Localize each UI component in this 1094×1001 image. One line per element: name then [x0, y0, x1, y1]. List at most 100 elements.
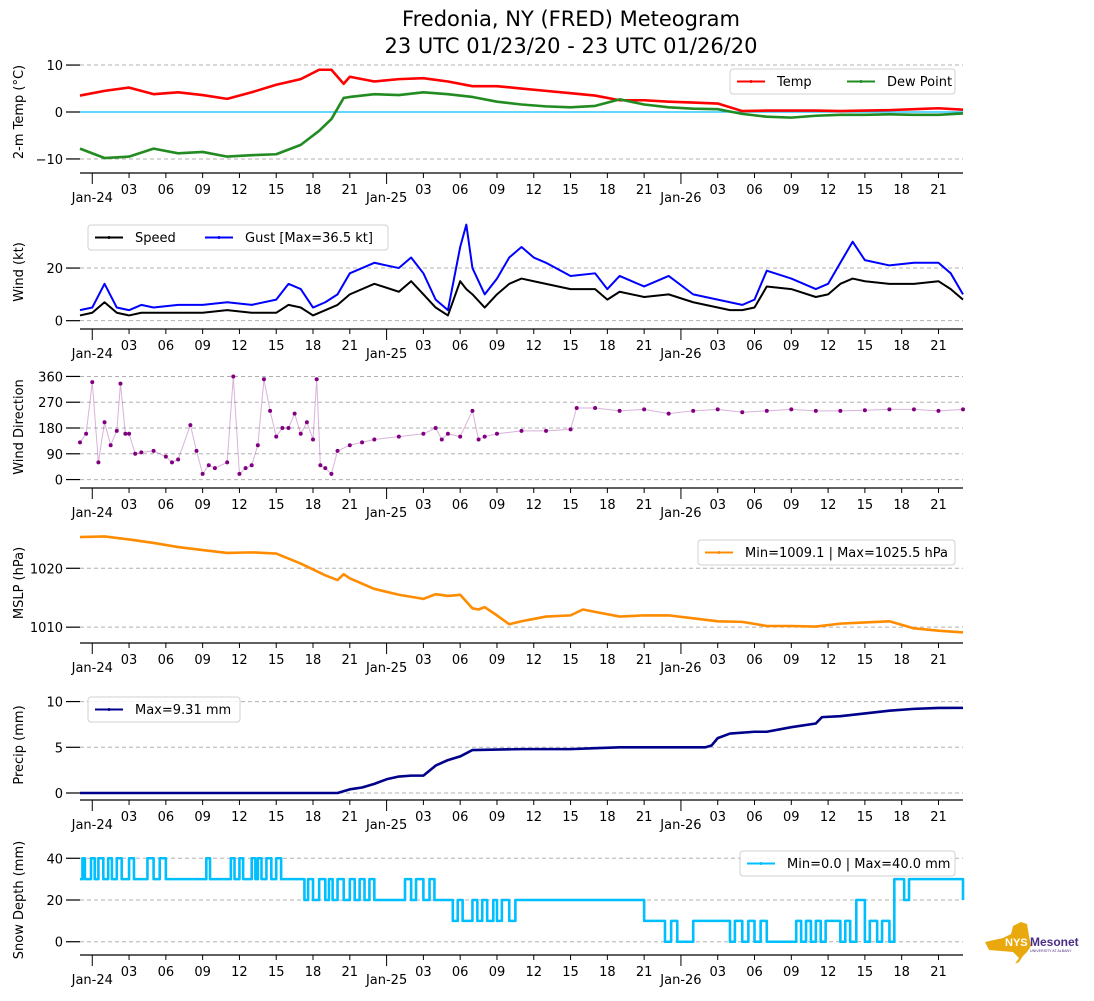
x-day-label: Jan-24 [71, 818, 113, 833]
y-tick-label: 10 [46, 696, 63, 711]
data-point [96, 460, 101, 465]
x-tick-label: 03 [709, 498, 726, 513]
data-point [249, 463, 254, 468]
legend-box [739, 850, 956, 877]
x-day-label: Jan-25 [365, 191, 407, 206]
y-tick-label: 1010 [30, 621, 63, 636]
legend-marker [749, 80, 753, 83]
x-tick-label: 06 [452, 339, 469, 354]
x-tick-label: 03 [121, 339, 138, 354]
data-point [887, 407, 892, 412]
x-tick-label: 21 [930, 810, 947, 825]
data-point [715, 407, 720, 412]
series-min-1009-1-max-1025-5-hpa [79, 535, 964, 634]
data-point [494, 431, 499, 436]
x-tick-label: 09 [489, 183, 506, 198]
x-tick-label: 21 [930, 183, 947, 198]
legend-box [87, 224, 389, 251]
data-point [237, 471, 242, 476]
x-tick-label: 15 [857, 339, 874, 354]
x-tick-label: 03 [415, 498, 432, 513]
x-tick-label: 06 [452, 183, 469, 198]
x-tick-label: 12 [231, 339, 248, 354]
x-tick-label: 03 [709, 965, 726, 980]
data-point [544, 428, 549, 433]
y-tick-label: 10 [46, 59, 63, 74]
legend: Temp Dew Point [729, 68, 956, 95]
x-tick-label: 09 [194, 810, 211, 825]
data-point [243, 466, 248, 471]
legend-label: Speed [135, 231, 176, 246]
x-day-label: Jan-26 [659, 661, 701, 676]
series-temp [79, 68, 964, 113]
logo-sub-text: UNIVERSITY AT ALBANY [1030, 949, 1072, 953]
x-tick-label: 03 [415, 183, 432, 198]
x-day-label: Jan-26 [659, 818, 701, 833]
series-speed [79, 277, 964, 317]
x-tick-label: 18 [893, 498, 910, 513]
x-tick-label: 03 [709, 810, 726, 825]
x-tick-label: 12 [525, 339, 542, 354]
y-tick-label: 0 [55, 787, 63, 802]
x-day-label: Jan-24 [71, 661, 113, 676]
x-tick-label: 03 [121, 183, 138, 198]
x-tick-label: 09 [194, 965, 211, 980]
x-tick-label: 21 [636, 339, 653, 354]
x-tick-label: 06 [746, 183, 763, 198]
x-tick-label: 09 [783, 810, 800, 825]
legend-marker [107, 708, 111, 711]
legend-box [697, 539, 956, 566]
x-day-label: Jan-24 [71, 347, 113, 362]
x-tick-label: 06 [746, 653, 763, 668]
x-tick-label: 21 [930, 653, 947, 668]
data-point [593, 405, 598, 410]
data-point [261, 377, 266, 382]
data-point [118, 381, 123, 386]
data-point [445, 431, 450, 436]
x-day-label: Jan-25 [365, 347, 407, 362]
nys-mesonet-logo: NYS Mesonet UNIVERSITY AT ALBANY [985, 922, 1079, 964]
x-tick-label: 06 [452, 810, 469, 825]
x-tick-label: 09 [783, 965, 800, 980]
x-tick-label: 12 [525, 653, 542, 668]
x-tick-label: 15 [562, 339, 579, 354]
x-day-label: Jan-26 [659, 973, 701, 988]
x-tick-label: 09 [194, 339, 211, 354]
logo-brand-text: Mesonet [1030, 935, 1079, 949]
x-tick-label: 21 [636, 965, 653, 980]
x-tick-label: 15 [857, 498, 874, 513]
x-tick-label: 12 [525, 965, 542, 980]
x-tick-label: 12 [820, 810, 837, 825]
y-tick-label: 360 [38, 370, 63, 385]
data-point [335, 448, 340, 453]
x-tick-label: 12 [525, 810, 542, 825]
series-line-wind-direction [79, 376, 964, 475]
y-tick-label: 0 [55, 936, 63, 951]
x-tick-label: 03 [415, 653, 432, 668]
x-tick-label: 06 [746, 965, 763, 980]
data-point [360, 440, 365, 445]
data-point [188, 423, 193, 428]
data-point [691, 408, 696, 413]
series-gust-max-36-5-kt- [79, 223, 964, 312]
x-tick-label: 21 [342, 183, 359, 198]
data-point [323, 466, 328, 471]
y-axis-label: 2-m Temp (°C) [12, 65, 27, 159]
x-tick-label: 18 [599, 339, 616, 354]
data-point [458, 434, 463, 439]
x-tick-label: 18 [305, 339, 322, 354]
data-point [838, 408, 843, 413]
data-point [194, 448, 199, 453]
x-tick-label: 12 [820, 653, 837, 668]
data-point [421, 431, 426, 436]
data-point [231, 374, 236, 379]
x-day-label: Jan-25 [365, 818, 407, 833]
legend-box [729, 68, 956, 95]
y-tick-label: 40 [46, 852, 63, 867]
data-point [163, 454, 168, 459]
x-tick-label: 09 [783, 183, 800, 198]
series-min-0-0-max-40-0-mm [80, 856, 965, 944]
x-day-label: Jan-26 [659, 506, 701, 521]
